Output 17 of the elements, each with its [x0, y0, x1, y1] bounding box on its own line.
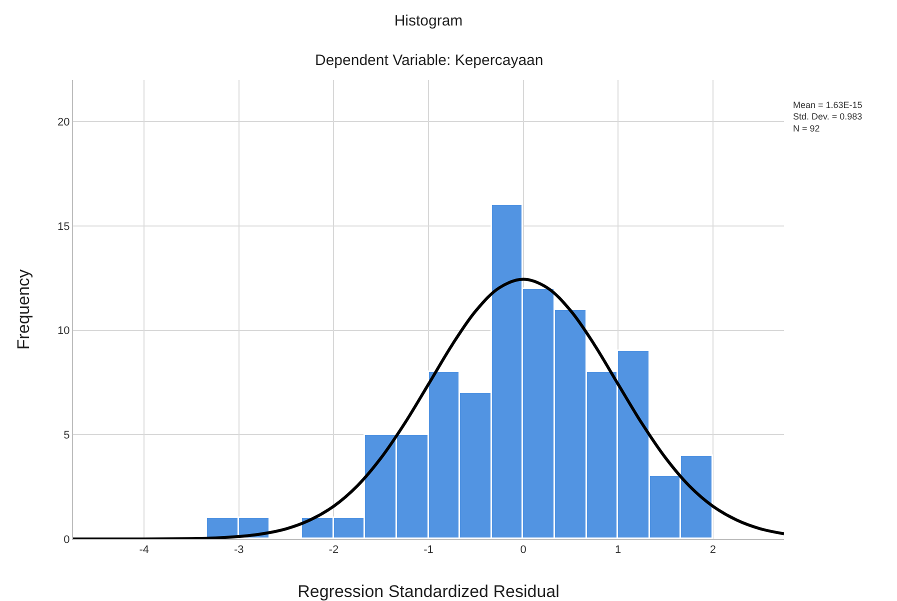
x-tick-label: -2 — [328, 544, 339, 556]
chart-subtitle: Dependent Variable: Kepercayaan — [315, 52, 544, 69]
x-tick-label: -3 — [234, 544, 244, 556]
chart-title: Histogram — [394, 12, 463, 30]
y-axis-title: Frequency — [14, 268, 33, 350]
y-tick-label: 5 — [64, 430, 70, 442]
x-tick-label: 1 — [615, 544, 622, 556]
text: Mean = 1.63E-15 Std. Dev. = 0.983 N = 92 — [793, 100, 862, 134]
y-tick-label: 15 — [58, 220, 70, 233]
x-tick-label: -4 — [139, 544, 149, 556]
y-tick-label: 0 — [64, 534, 70, 546]
x-axis-title: Regression Standardized Residual — [298, 582, 560, 601]
x-tick-label: -1 — [424, 544, 434, 556]
y-tick-label: 20 — [58, 116, 70, 129]
x-tick-label: 0 — [520, 544, 526, 556]
x-tick-label: 2 — [710, 544, 716, 556]
y-tick-label: 10 — [58, 325, 70, 338]
